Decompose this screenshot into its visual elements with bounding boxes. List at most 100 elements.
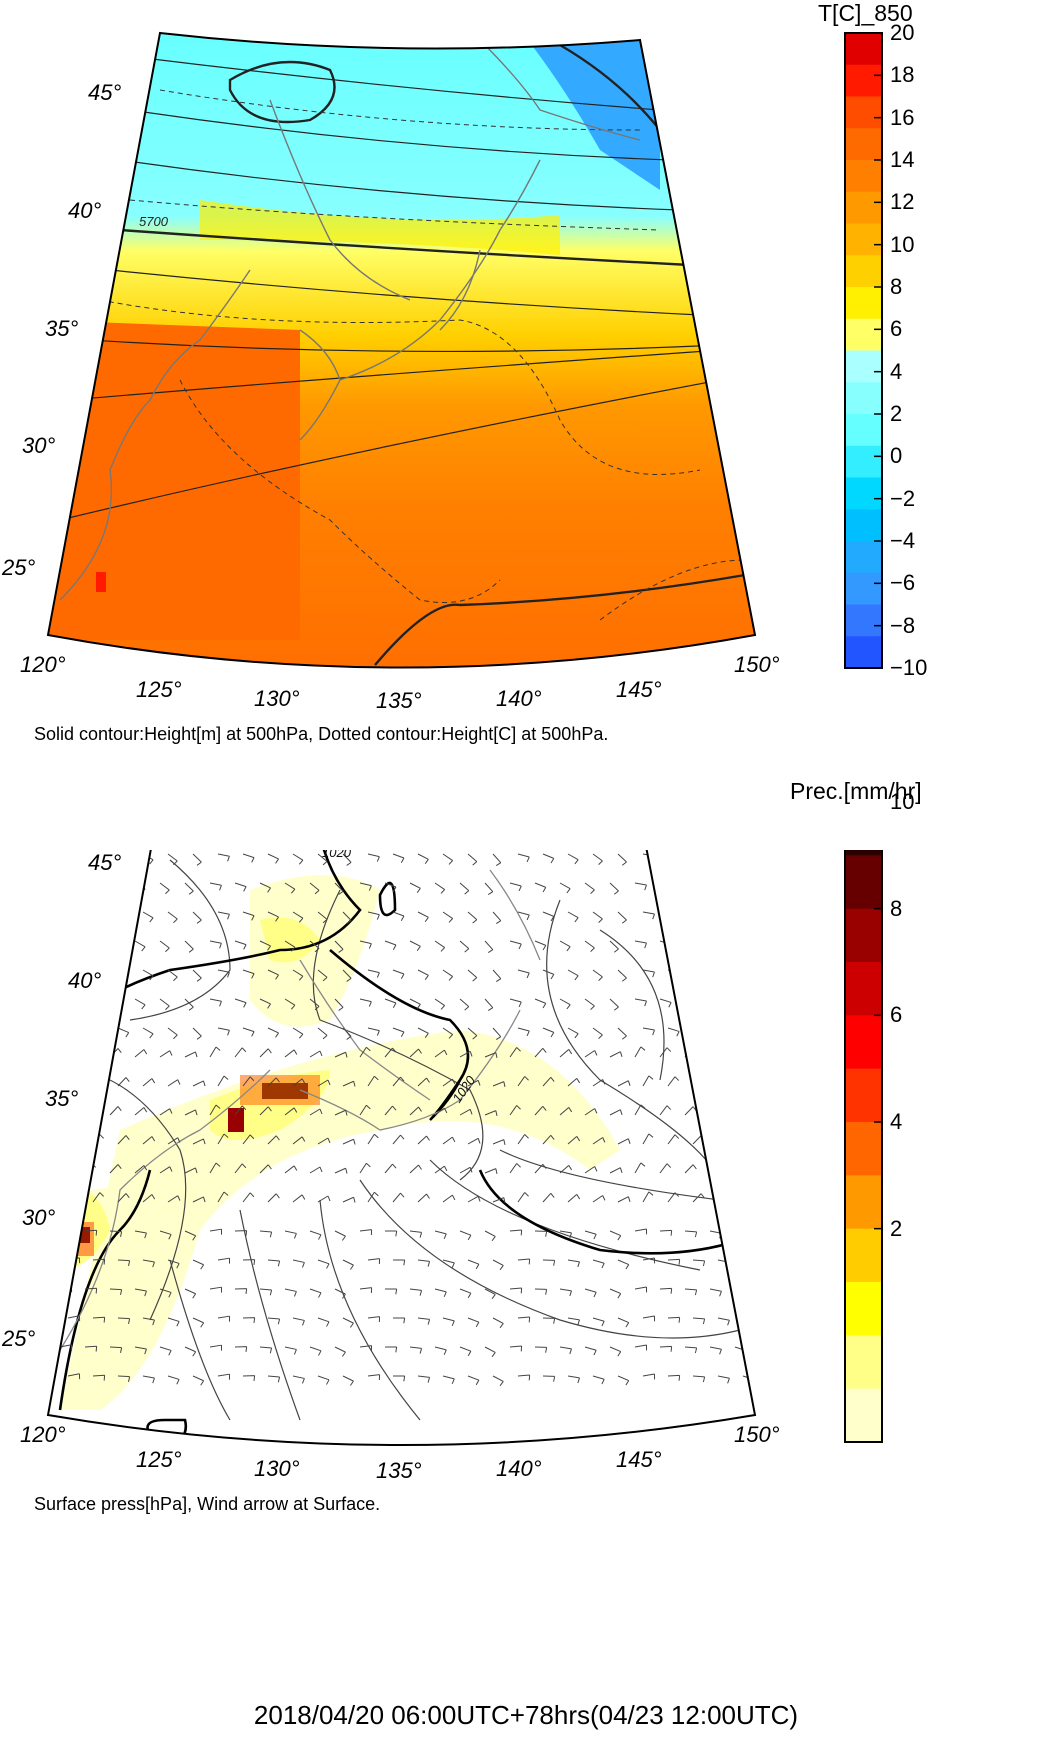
wind-barb [592,1195,606,1203]
wind-barb [642,1257,656,1264]
wind-barb [417,1077,430,1087]
wind-barb [92,1027,105,1037]
lon-label-145: 145° [616,677,662,702]
wind-barb [659,1047,672,1058]
wind-barb [667,1258,681,1265]
wind-barb [192,1259,205,1270]
precipitation-map: 1020 1020 [46,850,883,1446]
wind-barb [434,1049,448,1058]
wind-barb [634,1162,646,1174]
temperature-map: 5700 [46,31,883,669]
wind-barb [292,1259,305,1268]
wind-barb [484,1288,496,1300]
wind-barb [509,1163,521,1174]
wind-barb [542,1317,556,1324]
wind-barb [292,1375,305,1384]
wind-barb [417,1193,430,1203]
wind-barb [742,1137,755,1145]
wind-barb [192,911,202,924]
light-precip [60,875,620,1410]
wind-barb [642,1075,654,1087]
wind-barb [292,1194,306,1203]
wind-barb [509,1229,523,1236]
wind-barb [409,882,421,893]
wind-barb [209,940,222,949]
lon-label-140: 140° [496,686,542,711]
lon-label-130: 130° [254,1456,300,1481]
wind-barb [142,1194,156,1203]
wind-barb [359,1104,371,1116]
wind-barb [509,1047,521,1058]
wind-barb [609,1109,623,1116]
wind-barb [342,1080,356,1087]
wind-barb [542,969,555,980]
wind-barb [209,882,222,891]
colorbar-swatch [845,1175,882,1230]
wind-barb [267,1317,281,1325]
wind-barb [359,1345,373,1351]
wind-barb [442,1136,456,1145]
wind-barb [609,1051,623,1058]
wind-barb [559,1048,573,1058]
wind-barb [584,1288,597,1298]
colorbar-swatch [845,64,882,97]
coastlines [59,869,541,1351]
wind-barb [717,1317,730,1326]
wind-barb [117,1193,130,1203]
wind-barb [617,1375,630,1386]
contour-label: 5700 [139,214,169,229]
wind-barb [609,940,619,953]
wind-barb [117,1077,130,1087]
wind-barb [517,911,530,921]
wind-barb [284,998,296,1010]
wind-barb [417,853,429,864]
wind-barb [584,882,595,895]
wind-barb [467,1259,480,1270]
wind-barb [167,1375,180,1385]
wind-barb [434,1230,447,1239]
colorbar-swatch [845,962,882,1016]
wind-barb [184,1109,198,1116]
wind-barb [459,940,470,953]
wind-barb [509,940,522,950]
temperature-colorbar [844,32,883,669]
wind-barb [292,1078,306,1087]
wind-barb [542,1259,556,1266]
wind-barb [134,1288,147,1297]
wind-barb [92,1076,105,1087]
wind-barb [567,1077,581,1087]
colorbar-swatch [845,318,882,351]
wind-barb [367,969,380,978]
wind-barb [292,969,304,981]
wind-barb [159,1346,172,1356]
wind-barb [492,1259,504,1271]
wind-barb [334,1051,348,1058]
wind-barb [367,1258,381,1264]
wind-barb [167,1027,178,1040]
wind-barb [742,911,753,924]
wind-barb [242,1076,255,1087]
temperature-contours [99,89,746,621]
wind-barb [542,853,555,864]
wind-barb [192,1317,205,1328]
wind-barb [384,1346,398,1353]
wind-barb [417,911,429,922]
wind-barb [267,1077,280,1087]
lat-label-45: 45° [88,850,122,875]
wind-barb [567,853,579,865]
wind-barb [109,1346,123,1353]
wind-barb [92,1374,106,1381]
wind-barb [234,882,247,892]
colorbar-swatch [845,445,882,478]
wind-barb [659,1287,673,1294]
wind-barb [642,1315,656,1322]
wind-barb [467,1137,481,1145]
wind-barb [692,969,705,980]
wind-barb [384,1105,397,1116]
colorbar-swatch [845,350,882,383]
colorbar-swatch [845,255,882,288]
wind-barb [142,1078,156,1087]
wind-barb [109,1106,122,1116]
colorbar-swatch [845,636,882,669]
wind-barb [559,1346,572,1355]
